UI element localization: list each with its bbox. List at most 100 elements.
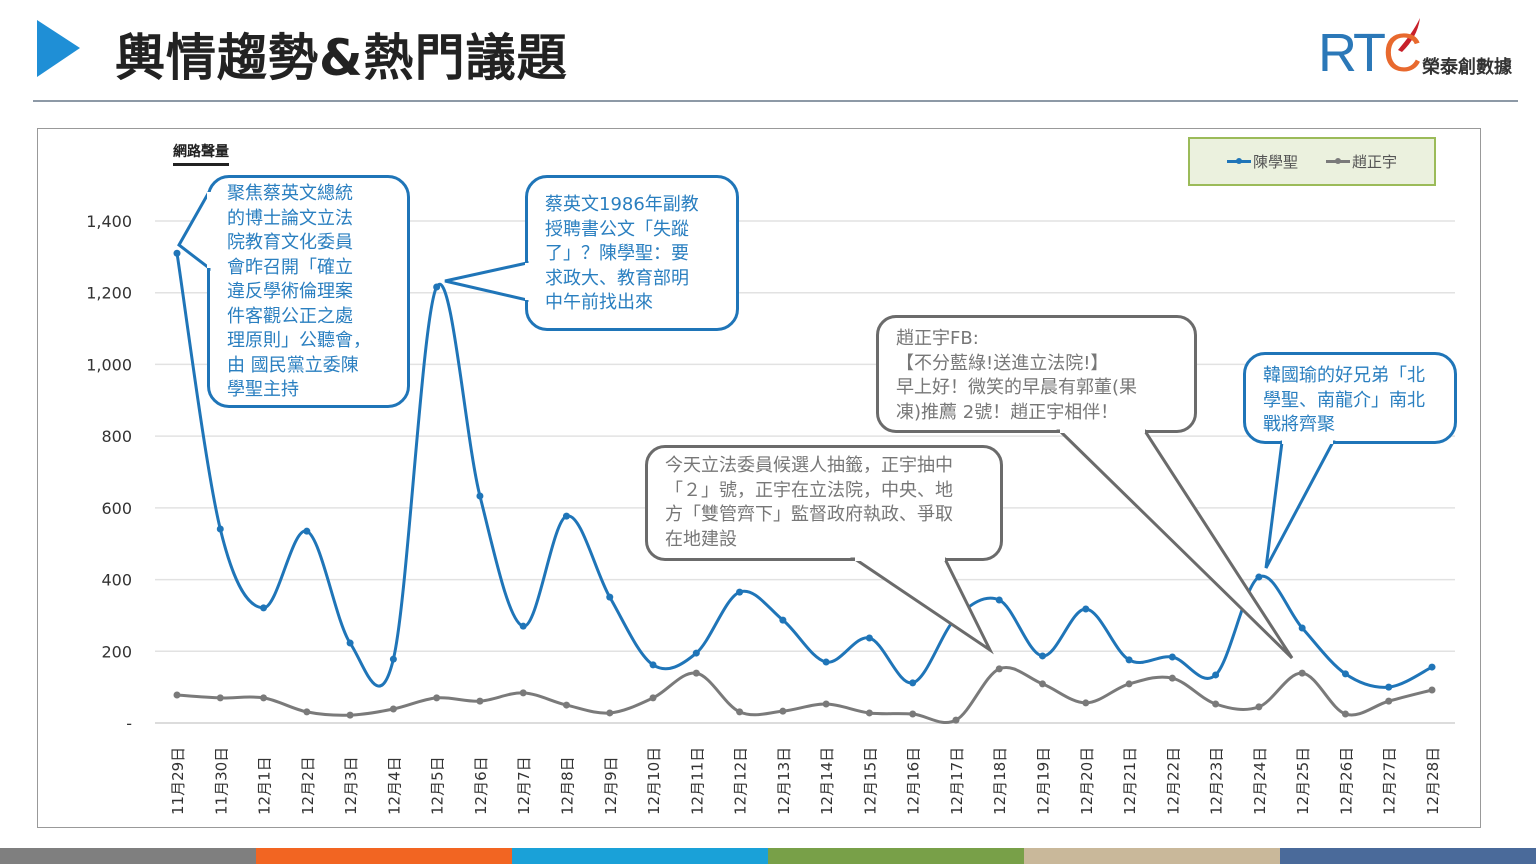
callout-line: 理原則」公聽會， bbox=[227, 330, 371, 351]
callout-line: 學聖、南龍介」南北 bbox=[1263, 389, 1425, 411]
annotation-callout: 今天立法委員候選人抽籤，正宇抽中 「２」號，正宇在立法院，中央、地 方「雙管齊下」監… bbox=[645, 445, 1003, 561]
play-triangle-icon bbox=[37, 20, 80, 77]
data-point bbox=[303, 708, 311, 716]
annotation-callout: 聚焦蔡英文總統 的博士論文立法 院教育文化委員 會昨召開「確立 違反學術倫理案 件客觀公正… bbox=[207, 175, 410, 408]
data-point bbox=[995, 596, 1003, 604]
legend-label: 陳學聖 bbox=[1252, 153, 1298, 171]
annotation-callout: 趙正宇FB: 【不分藍綠!送進立法院!】 早上好！微笑的早晨有郭董(果 凍)推薦 2號… bbox=[876, 315, 1197, 433]
x-tick-label: 12月21日 bbox=[1121, 747, 1139, 815]
data-point bbox=[260, 694, 268, 702]
data-point bbox=[736, 588, 744, 596]
data-point bbox=[476, 697, 484, 705]
data-point bbox=[1168, 674, 1176, 682]
data-point bbox=[692, 669, 700, 677]
line-marker-icon bbox=[1326, 158, 1350, 164]
callout-line: 早上好！微笑的早晨有郭董(果 bbox=[896, 377, 1138, 398]
x-tick-label: 11月30日 bbox=[212, 747, 230, 815]
x-tick-label: 12月13日 bbox=[775, 747, 793, 815]
data-point bbox=[1168, 653, 1176, 661]
x-tick-label: 12月26日 bbox=[1337, 747, 1355, 815]
data-point bbox=[909, 710, 917, 718]
x-tick-label: 11月29日 bbox=[169, 747, 187, 815]
data-point bbox=[519, 622, 527, 630]
callout-line: 件客觀公正之處 bbox=[227, 305, 353, 327]
y-tick-label: 200 bbox=[101, 642, 132, 661]
legend-item-series2: 趙正宇 bbox=[1326, 151, 1397, 172]
data-point bbox=[476, 492, 484, 500]
data-point bbox=[1212, 700, 1220, 708]
x-tick-label: 12月23日 bbox=[1208, 747, 1226, 815]
callout-line: 戰將齊聚 bbox=[1263, 414, 1335, 435]
page-title: 輿情趨勢&熱門議題 bbox=[115, 29, 568, 87]
annotation-callout: 蔡英文1986年副教 授聘書公文「失蹤 了」？陳學聖：要 求政大、教育部明 中午前找出來 bbox=[525, 175, 739, 331]
x-tick-label: 12月4日 bbox=[385, 756, 403, 815]
data-point bbox=[1385, 697, 1393, 705]
y-tick-label: 400 bbox=[101, 571, 132, 590]
data-point bbox=[562, 512, 570, 520]
logo-swoosh-icon bbox=[1398, 18, 1420, 52]
data-point bbox=[649, 661, 657, 669]
x-tick-label: 12月8日 bbox=[558, 756, 576, 815]
callout-line: 聚焦蔡英文總統 bbox=[227, 183, 353, 204]
x-tick-label: 12月14日 bbox=[818, 747, 836, 815]
data-point bbox=[1082, 605, 1090, 613]
x-tick-label: 12月17日 bbox=[948, 747, 966, 815]
data-point bbox=[433, 694, 441, 702]
data-point bbox=[952, 614, 960, 622]
data-point bbox=[519, 689, 527, 697]
callout-line: 趙正宇FB: bbox=[896, 328, 979, 349]
data-point bbox=[173, 249, 181, 257]
data-point bbox=[346, 639, 354, 647]
footer-bar-segment bbox=[768, 848, 1024, 864]
callout-line: 「２」號，正宇在立法院，中央、地 bbox=[665, 479, 953, 501]
x-tick-label: 12月3日 bbox=[342, 756, 360, 815]
data-point bbox=[736, 708, 744, 716]
callout-line: 凍)推薦 2號！趙正宇相伴！ bbox=[896, 401, 1119, 423]
x-tick-label: 12月15日 bbox=[861, 747, 879, 815]
data-point bbox=[1125, 656, 1133, 664]
data-point bbox=[1125, 680, 1133, 688]
data-point bbox=[1039, 680, 1047, 688]
y-tick-label: 800 bbox=[101, 427, 132, 446]
callout-line: 了」？陳學聖：要 bbox=[545, 243, 689, 264]
y-axis-title: 網路聲量 bbox=[173, 141, 229, 166]
data-point bbox=[779, 707, 787, 715]
data-point bbox=[389, 705, 397, 713]
data-point bbox=[433, 283, 441, 291]
callout-line: 韓國瑜的好兄弟「北 bbox=[1263, 365, 1425, 386]
data-point bbox=[649, 694, 657, 702]
data-point bbox=[779, 616, 787, 624]
x-tick-label: 12月28日 bbox=[1424, 747, 1442, 815]
data-point bbox=[216, 694, 224, 702]
data-point bbox=[1212, 671, 1220, 679]
data-point bbox=[952, 716, 960, 724]
callout-line: 蔡英文1986年副教 bbox=[545, 194, 699, 215]
y-tick-label: - bbox=[126, 714, 132, 733]
x-tick-label: 12月11日 bbox=[688, 747, 706, 815]
data-point bbox=[1298, 669, 1306, 677]
data-point bbox=[346, 711, 354, 719]
x-tick-label: 12月24日 bbox=[1251, 747, 1269, 815]
y-tick-label: 1,200 bbox=[86, 284, 132, 303]
data-point bbox=[865, 634, 873, 642]
footer-bar-segment bbox=[0, 848, 256, 864]
data-point bbox=[692, 649, 700, 657]
callout-line: 的博士論文立法 bbox=[227, 207, 353, 229]
callout-line: 在地建設 bbox=[665, 528, 737, 550]
x-tick-label: 12月10日 bbox=[645, 747, 663, 815]
footer-bar-segment bbox=[512, 848, 768, 864]
x-tick-label: 12月12日 bbox=[732, 747, 750, 815]
data-point bbox=[1341, 670, 1349, 678]
x-tick-label: 12月19日 bbox=[1035, 747, 1053, 815]
data-point bbox=[1082, 699, 1090, 707]
x-tick-label: 12月25日 bbox=[1294, 747, 1312, 815]
callout-line: 院教育文化委員 bbox=[227, 232, 353, 253]
x-tick-label: 12月1日 bbox=[256, 756, 274, 815]
data-point bbox=[303, 527, 311, 535]
data-point bbox=[1298, 624, 1306, 632]
data-point bbox=[606, 593, 614, 601]
callout-line: 中午前找出來 bbox=[545, 292, 653, 313]
annotation-callout: 韓國瑜的好兄弟「北 學聖、南龍介」南北 戰將齊聚 bbox=[1243, 352, 1457, 444]
x-tick-label: 12月5日 bbox=[429, 756, 447, 815]
data-point bbox=[1385, 683, 1393, 691]
